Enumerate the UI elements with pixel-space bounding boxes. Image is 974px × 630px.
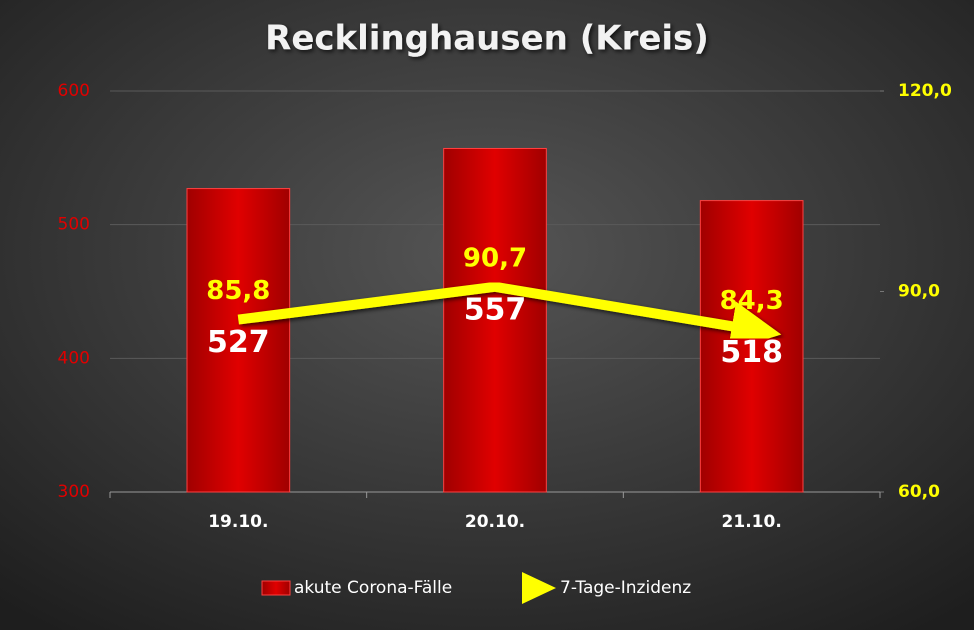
legend-label: akute Corona-Fälle <box>294 578 452 598</box>
y-tick-label: 300 <box>58 482 90 502</box>
bar <box>186 188 291 493</box>
line-value-label: 85,8 <box>206 276 270 306</box>
x-tick-label: 19.10. <box>208 512 268 532</box>
y2-tick-label: 90,0 <box>898 282 940 302</box>
legend-label: 7-Tage-Inzidenz <box>560 578 691 598</box>
bar-value-label: 518 <box>720 335 783 370</box>
y2-tick-label: 120,0 <box>898 81 952 101</box>
line <box>237 281 782 351</box>
chart-title: Recklinghausen (Kreis) <box>265 19 709 59</box>
y-tick-label: 600 <box>58 81 90 101</box>
x-tick-label: 20.10. <box>465 512 525 532</box>
y-tick-label: 400 <box>58 348 90 368</box>
line-value-label: 84,3 <box>720 286 784 316</box>
y2-tick-label: 60,0 <box>898 482 940 502</box>
legend-swatch <box>522 572 556 604</box>
y-tick-label: 500 <box>58 215 90 235</box>
bar-value-label: 557 <box>464 292 527 327</box>
legend-swatch <box>261 580 291 596</box>
bar <box>443 147 547 493</box>
bar-value-label: 527 <box>207 325 270 360</box>
x-tick-label: 21.10. <box>722 512 782 532</box>
line-value-label: 90,7 <box>463 243 527 273</box>
